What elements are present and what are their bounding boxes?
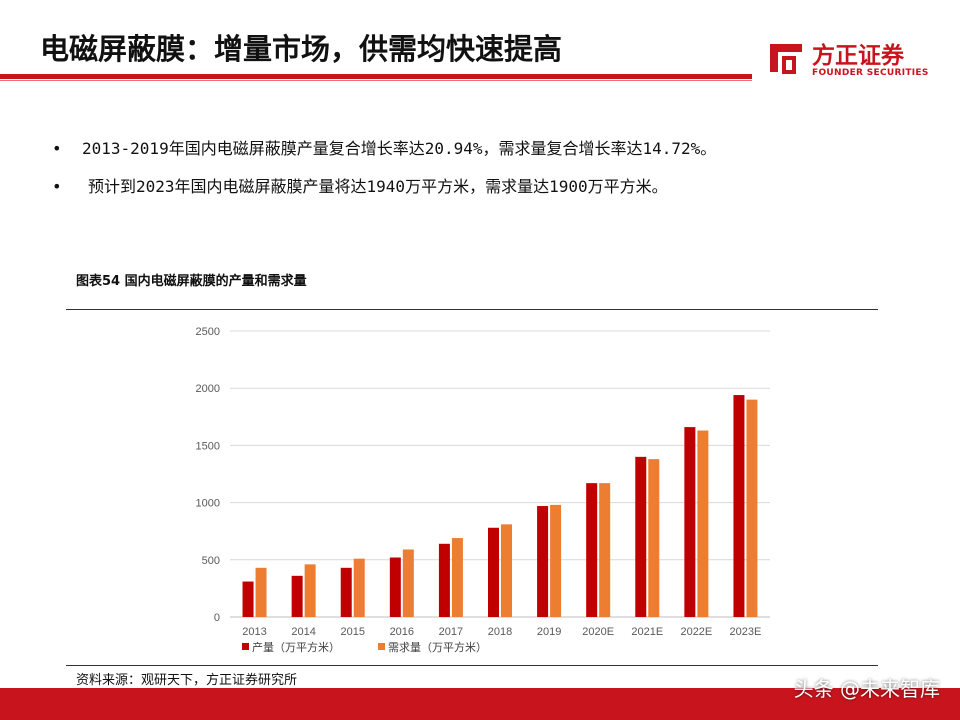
- bar-production: [586, 483, 598, 617]
- bullet-item: • 2013-2019年国内电磁屏蔽膜产量复合增长率达20.94%，需求量复合增…: [52, 138, 932, 160]
- x-tick-label: 2022E: [680, 626, 712, 638]
- page-title: 电磁屏蔽膜：增量市场，供需均快速提高: [40, 32, 563, 66]
- x-tick-label: 2016: [390, 626, 414, 638]
- bullet-item: • 预计到2023年国内电磁屏蔽膜产量将达1940万平方米，需求量达1900万平…: [52, 176, 932, 198]
- x-tick-label: 2021E: [631, 626, 663, 638]
- bullet-text: 预计到2023年国内电磁屏蔽膜产量将达1940万平方米，需求量达1900万平方米…: [88, 177, 668, 196]
- y-tick-label: 2500: [196, 326, 220, 338]
- title-underline-thin: [0, 80, 752, 81]
- legend-label-production: 产量（万平方米）: [252, 640, 340, 654]
- logo-text-cn: 方正证券: [812, 43, 904, 69]
- bar-demand: [599, 483, 611, 617]
- logo-mark-icon: [770, 44, 802, 74]
- x-tick-label: 2013: [242, 626, 266, 638]
- bar-demand: [255, 567, 267, 617]
- bar-demand: [451, 538, 463, 617]
- bullet-dot: •: [52, 139, 62, 158]
- y-tick-label: 0: [214, 612, 220, 624]
- bar-demand: [746, 399, 758, 617]
- bar-demand: [353, 558, 365, 617]
- footer-bar: [0, 688, 960, 720]
- x-tick-label: 2019: [537, 626, 561, 638]
- bullet-dot: •: [52, 177, 62, 196]
- legend-swatch-production: [242, 643, 249, 650]
- y-tick-label: 1000: [196, 498, 220, 510]
- y-tick-label: 1500: [196, 440, 220, 452]
- bar-demand: [501, 524, 512, 617]
- logo-text-en: FOUNDER SECURITIES: [812, 68, 929, 78]
- bar-production: [389, 557, 401, 617]
- figure-source: 资料来源：观研天下，方正证券研究所: [76, 673, 298, 688]
- bar-chart: 0 500 1000 1500 2000 2500 2013 2014 2015 2016 2017…: [196, 326, 770, 654]
- bar-demand: [697, 430, 709, 617]
- bar-production: [537, 506, 549, 617]
- y-tick-label: 500: [202, 555, 220, 567]
- watermark: 头条 @未来智库: [793, 677, 940, 701]
- legend-swatch-demand: [378, 643, 385, 650]
- bar-production: [438, 543, 450, 617]
- bar-production: [291, 575, 303, 617]
- bar-demand: [402, 549, 414, 617]
- x-tick-label: 2015: [340, 626, 364, 638]
- figure-title: 图表54 国内电磁屏蔽膜的产量和需求量: [76, 274, 307, 289]
- y-tick-label: 2000: [196, 383, 220, 395]
- bar-demand: [304, 564, 316, 617]
- bar-production: [488, 527, 499, 617]
- bar-production: [684, 427, 696, 617]
- bar-production: [733, 395, 745, 617]
- bar-production: [340, 567, 352, 617]
- x-tick-label: 2014: [291, 626, 315, 638]
- bullet-text: 2013-2019年国内电磁屏蔽膜产量复合增长率达20.94%，需求量复合增长率…: [82, 139, 717, 158]
- company-logo: 方正证券 FOUNDER SECURITIES: [766, 36, 946, 84]
- bullet-list: • 2013-2019年国内电磁屏蔽膜产量复合增长率达20.94%，需求量复合增…: [52, 138, 932, 214]
- x-tick-label: 2018: [488, 626, 512, 638]
- legend-label-demand: 需求量（万平方米）: [388, 640, 487, 654]
- bar-demand: [648, 459, 660, 617]
- bar-production: [635, 456, 647, 617]
- x-tick-label: 2017: [439, 626, 463, 638]
- figure-top-rule: [66, 309, 878, 310]
- x-tick-label: 2023E: [730, 626, 762, 638]
- bar-demand: [550, 504, 562, 617]
- x-tick-label: 2020E: [582, 626, 614, 638]
- bar-production: [242, 581, 254, 617]
- figure-bottom-rule: [66, 665, 878, 666]
- title-underline: [0, 74, 752, 79]
